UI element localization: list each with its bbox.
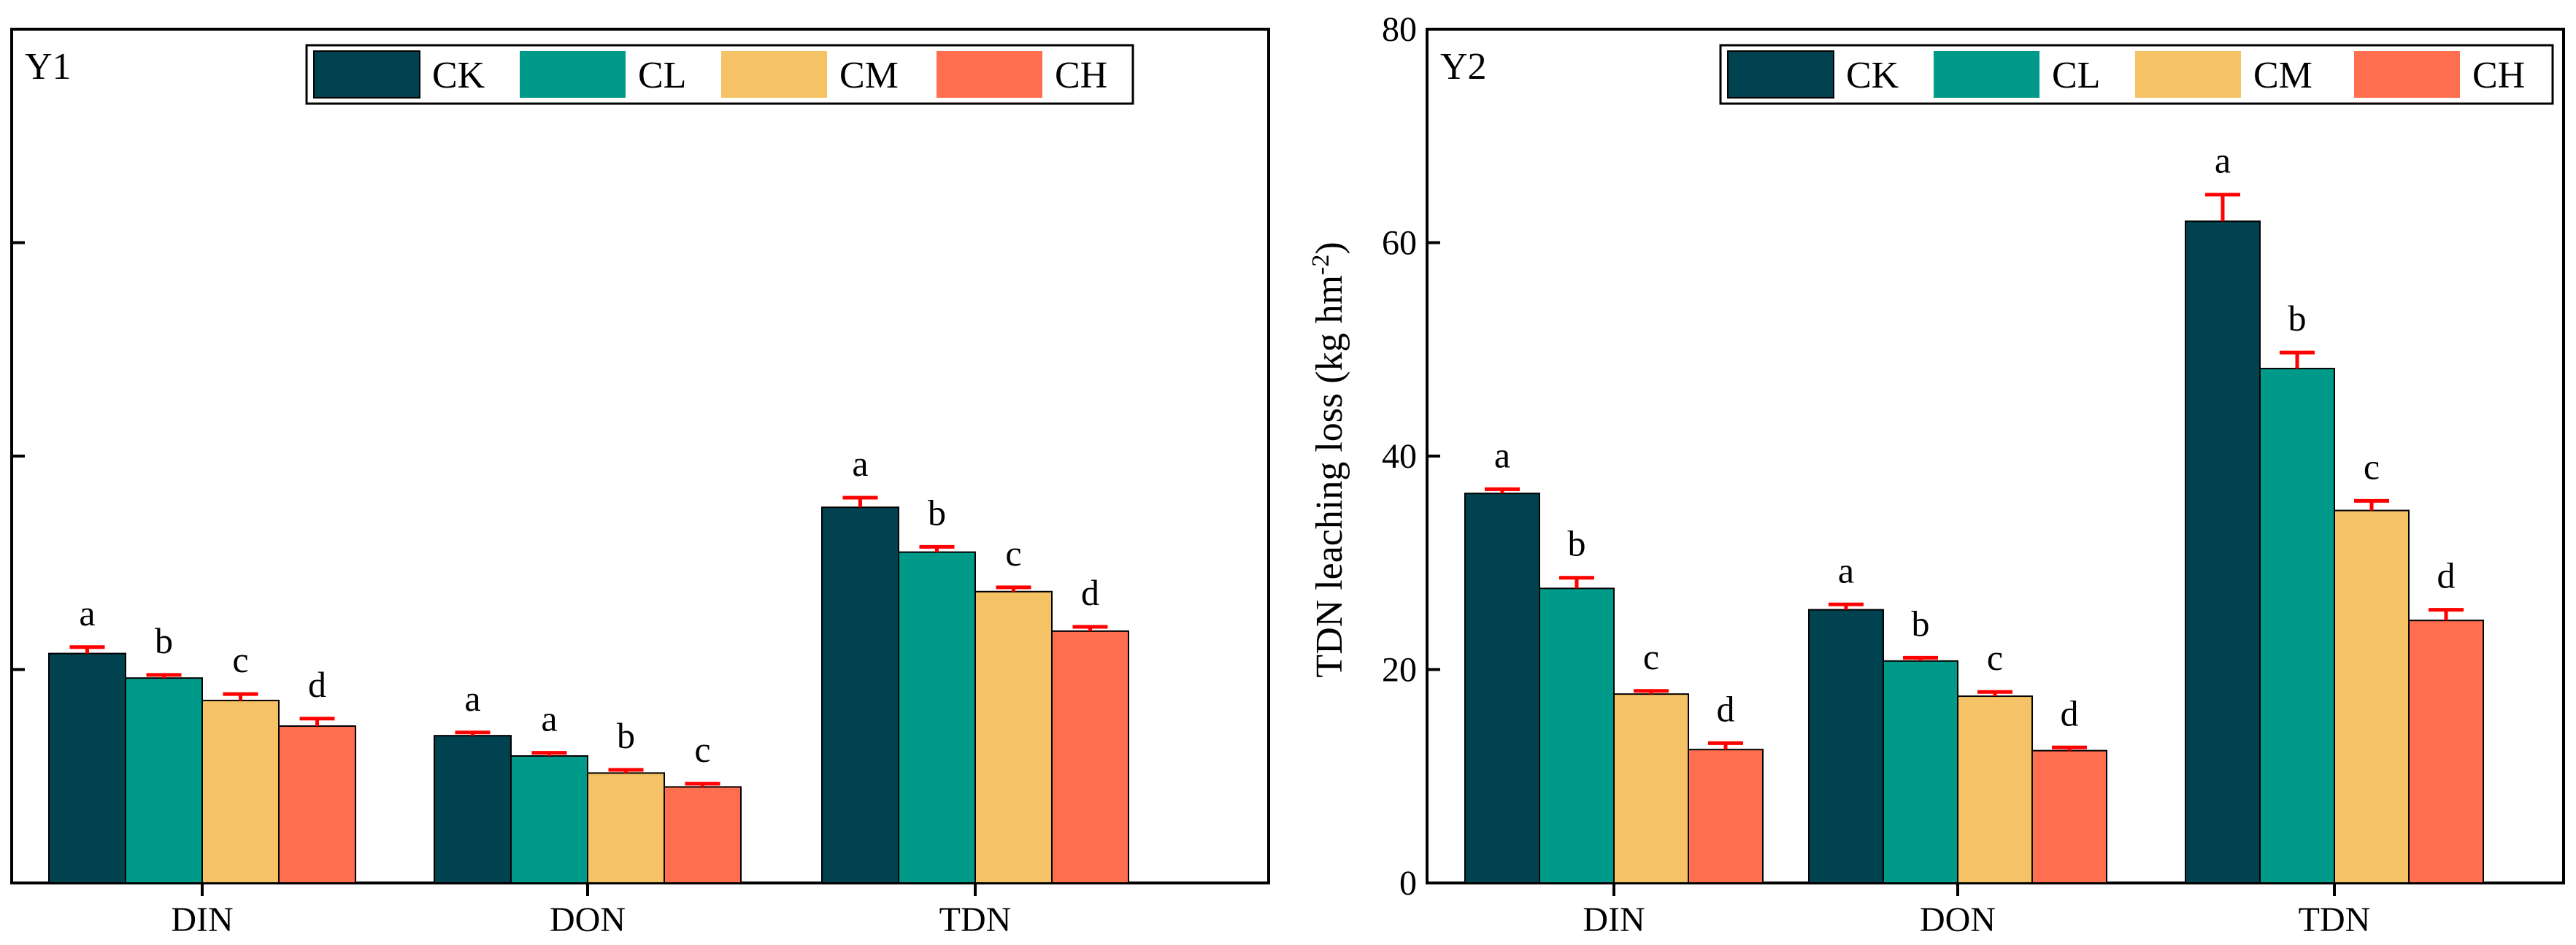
significance-letter: a	[541, 698, 557, 739]
chart-panel-y1: DIN DON TDN a a a b a b c b c d c d Y1 CK CL CM CH	[10, 28, 1270, 939]
significance-letter: c	[1643, 636, 1659, 677]
legend-label-ch: CH	[1055, 55, 1107, 96]
bar-cm-tdn	[2334, 509, 2410, 884]
bar-cl-din	[1539, 587, 1615, 884]
panel-label: Y2	[1440, 46, 1487, 88]
x-tick-label: DON	[1920, 900, 1996, 939]
bar-ch-din	[278, 725, 356, 884]
significance-letter: a	[2215, 140, 2231, 181]
x-tick-label: DIN	[171, 900, 233, 939]
significance-letter: d	[1717, 688, 1735, 729]
legend-label-ch: CH	[2472, 55, 2525, 96]
x-tick-label: DIN	[1583, 900, 1645, 939]
bar-cm-don	[587, 772, 665, 884]
legend-label-cl: CL	[2052, 55, 2100, 96]
legend-swatch-ck	[313, 50, 420, 99]
legend-swatch-ck	[1727, 50, 1834, 99]
significance-letter: a	[1838, 549, 1854, 590]
bar-ck-din	[1464, 493, 1540, 884]
chart-panel-y2: 0 20 40 60 80 DIN DON TDN a a a b b b c c c d d d Y2 CK CL CM CH…	[1307, 10, 2565, 939]
significance-letter: b	[2288, 298, 2307, 339]
bar-ck-tdn	[2185, 220, 2261, 884]
significance-letter: d	[308, 664, 326, 705]
significance-letter: b	[1912, 603, 1930, 644]
significance-letter: c	[2364, 446, 2380, 487]
legend-swatch-ch	[2354, 51, 2460, 98]
bar-cm-tdn	[974, 590, 1053, 884]
significance-letter: b	[928, 492, 946, 533]
y-tick-label: 0	[1399, 864, 1417, 903]
significance-letter: b	[155, 620, 173, 661]
bar-cl-don	[1883, 660, 1958, 884]
y-axis-title: TDN leaching loss (kg hm-2)	[1307, 242, 1351, 677]
y-tick-label: 60	[1382, 224, 1417, 263]
legend-label-cm: CM	[839, 55, 899, 96]
x-tick-label: DON	[550, 900, 626, 939]
bar-ck-tdn	[821, 506, 899, 884]
y-tick-label: 40	[1382, 437, 1417, 476]
significance-letter: c	[694, 729, 710, 770]
bar-ch-don	[664, 786, 742, 884]
bar-cm-din	[1613, 693, 1689, 884]
significance-letter: c	[1987, 637, 2003, 678]
legend-swatch-cl	[1934, 51, 2039, 98]
significance-letter: c	[1005, 533, 1021, 574]
bar-cl-tdn	[2259, 368, 2335, 884]
significance-letter: a	[1494, 434, 1510, 475]
significance-letter: a	[464, 678, 480, 719]
x-tick-label: TDN	[939, 900, 1012, 939]
legend-swatch-cm	[2135, 51, 2241, 98]
significance-letter: d	[2061, 693, 2079, 733]
legend-label-ck: CK	[1846, 55, 1899, 96]
bar-cl-din	[125, 677, 203, 884]
bar-ck-don	[434, 735, 512, 884]
legend-label-cl: CL	[638, 55, 686, 96]
panel-label: Y1	[25, 46, 72, 88]
x-tick-label: TDN	[2299, 900, 2371, 939]
significance-letter: c	[232, 639, 248, 680]
bar-cm-din	[201, 699, 280, 884]
bar-cl-tdn	[898, 551, 976, 884]
legend-swatch-ch	[937, 51, 1042, 98]
legend-swatch-cm	[721, 51, 827, 98]
significance-letter: d	[1081, 572, 1099, 613]
bar-cm-don	[1957, 695, 2033, 884]
significance-letter: a	[79, 593, 95, 633]
legend-swatch-cl	[520, 51, 626, 98]
significance-letter: a	[852, 443, 868, 484]
bar-ch-tdn	[1051, 630, 1129, 884]
bar-ch-tdn	[2408, 620, 2484, 884]
y-tick-label: 80	[1382, 10, 1417, 49]
bar-ck-don	[1808, 609, 1884, 884]
significance-letter: b	[1568, 523, 1586, 564]
legend-label-cm: CM	[2253, 55, 2312, 96]
bar-ch-din	[1688, 749, 1764, 884]
bar-ck-din	[48, 652, 126, 884]
significance-letter: d	[2437, 555, 2456, 596]
significance-letter: b	[617, 715, 635, 756]
bar-ch-don	[2031, 749, 2107, 884]
bar-cl-don	[510, 755, 588, 884]
legend-label-ck: CK	[432, 55, 485, 96]
y-tick-label: 20	[1382, 651, 1417, 690]
